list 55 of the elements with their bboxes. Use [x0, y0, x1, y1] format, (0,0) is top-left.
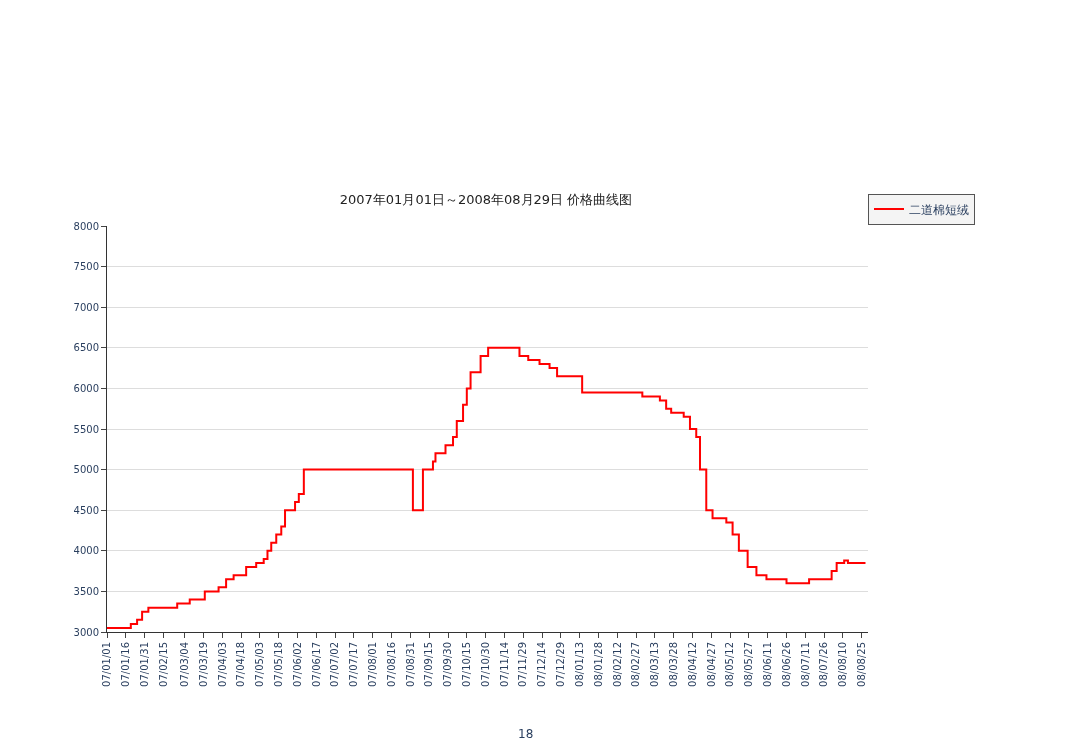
x-tick-label: 08/04/27 [705, 642, 717, 687]
x-tick-label: 08/02/27 [630, 642, 642, 687]
x-tick-label: 08/05/27 [743, 642, 755, 687]
x-tick-label: 07/03/19 [197, 642, 209, 687]
x-tick-label: 07/01/31 [138, 642, 150, 687]
chart-title: 2007年01月01日～2008年08月29日 价格曲线图 [339, 191, 633, 207]
x-tick-label: 08/06/26 [780, 642, 792, 687]
x-tick-label: 07/01/01 [101, 642, 113, 687]
x-tick-label: 08/01/13 [573, 642, 585, 687]
x-tick-label: 07/05/03 [254, 642, 266, 687]
legend-label: 二道棉短绒 [909, 202, 969, 217]
y-tick-label: 7500 [73, 261, 99, 273]
x-tick-label: 08/08/10 [837, 642, 849, 687]
x-tick-label: 07/10/15 [461, 642, 473, 687]
x-tick-label: 07/11/14 [498, 642, 510, 687]
y-tick-label: 4000 [73, 545, 99, 557]
x-tick-label: 07/08/01 [367, 642, 379, 687]
x-tick-label: 08/06/11 [761, 642, 773, 687]
y-tick-label: 6000 [73, 382, 99, 394]
x-tick-label: 07/12/29 [555, 642, 567, 687]
text: 18 [518, 727, 534, 741]
x-tick-label: 08/02/12 [611, 642, 623, 687]
x-tick-label: 08/03/28 [667, 642, 679, 687]
x-tick-label: 07/08/31 [404, 642, 416, 687]
y-tick-label: 3000 [73, 626, 99, 638]
x-tick-label: 08/07/26 [818, 642, 830, 687]
x-tick-label: 08/05/12 [724, 642, 736, 687]
x-tick-label: 08/08/25 [855, 642, 867, 687]
x-tick-label: 08/04/12 [686, 642, 698, 687]
x-tick-label: 07/03/04 [178, 642, 190, 687]
y-tick-label: 4500 [73, 504, 99, 516]
x-tick-label: 08/03/13 [649, 642, 661, 687]
y-tick-label: 5000 [73, 464, 99, 476]
y-tick-label: 7000 [73, 301, 99, 313]
y-tick-label: 5500 [73, 423, 99, 435]
x-tick-label: 07/07/02 [329, 642, 341, 687]
x-tick-label: 07/11/29 [517, 642, 529, 687]
x-tick-label: 07/08/16 [385, 642, 397, 687]
x-tick-label: 07/02/15 [157, 642, 169, 687]
x-tick-label: 07/12/14 [536, 642, 548, 687]
x-tick-label: 07/04/18 [235, 642, 247, 687]
x-tick-label: 07/05/18 [273, 642, 285, 687]
x-tick-label: 07/09/15 [423, 642, 435, 687]
x-tick-label: 07/09/30 [442, 642, 454, 687]
x-tick-label: 07/06/02 [291, 642, 303, 687]
x-tick-label: 08/01/28 [592, 642, 604, 687]
x-tick-label: 07/01/16 [120, 642, 132, 687]
x-tick-label: 07/04/03 [216, 642, 228, 687]
x-tick-label: 07/10/30 [479, 642, 491, 687]
x-tick-label: 08/07/11 [799, 642, 811, 687]
x-tick-label: 07/06/17 [310, 642, 322, 687]
x-tick-label: 07/07/17 [348, 642, 360, 687]
y-tick-label: 3500 [73, 585, 99, 597]
y-tick-label: 6500 [73, 342, 99, 354]
y-tick-label: 8000 [73, 220, 99, 232]
